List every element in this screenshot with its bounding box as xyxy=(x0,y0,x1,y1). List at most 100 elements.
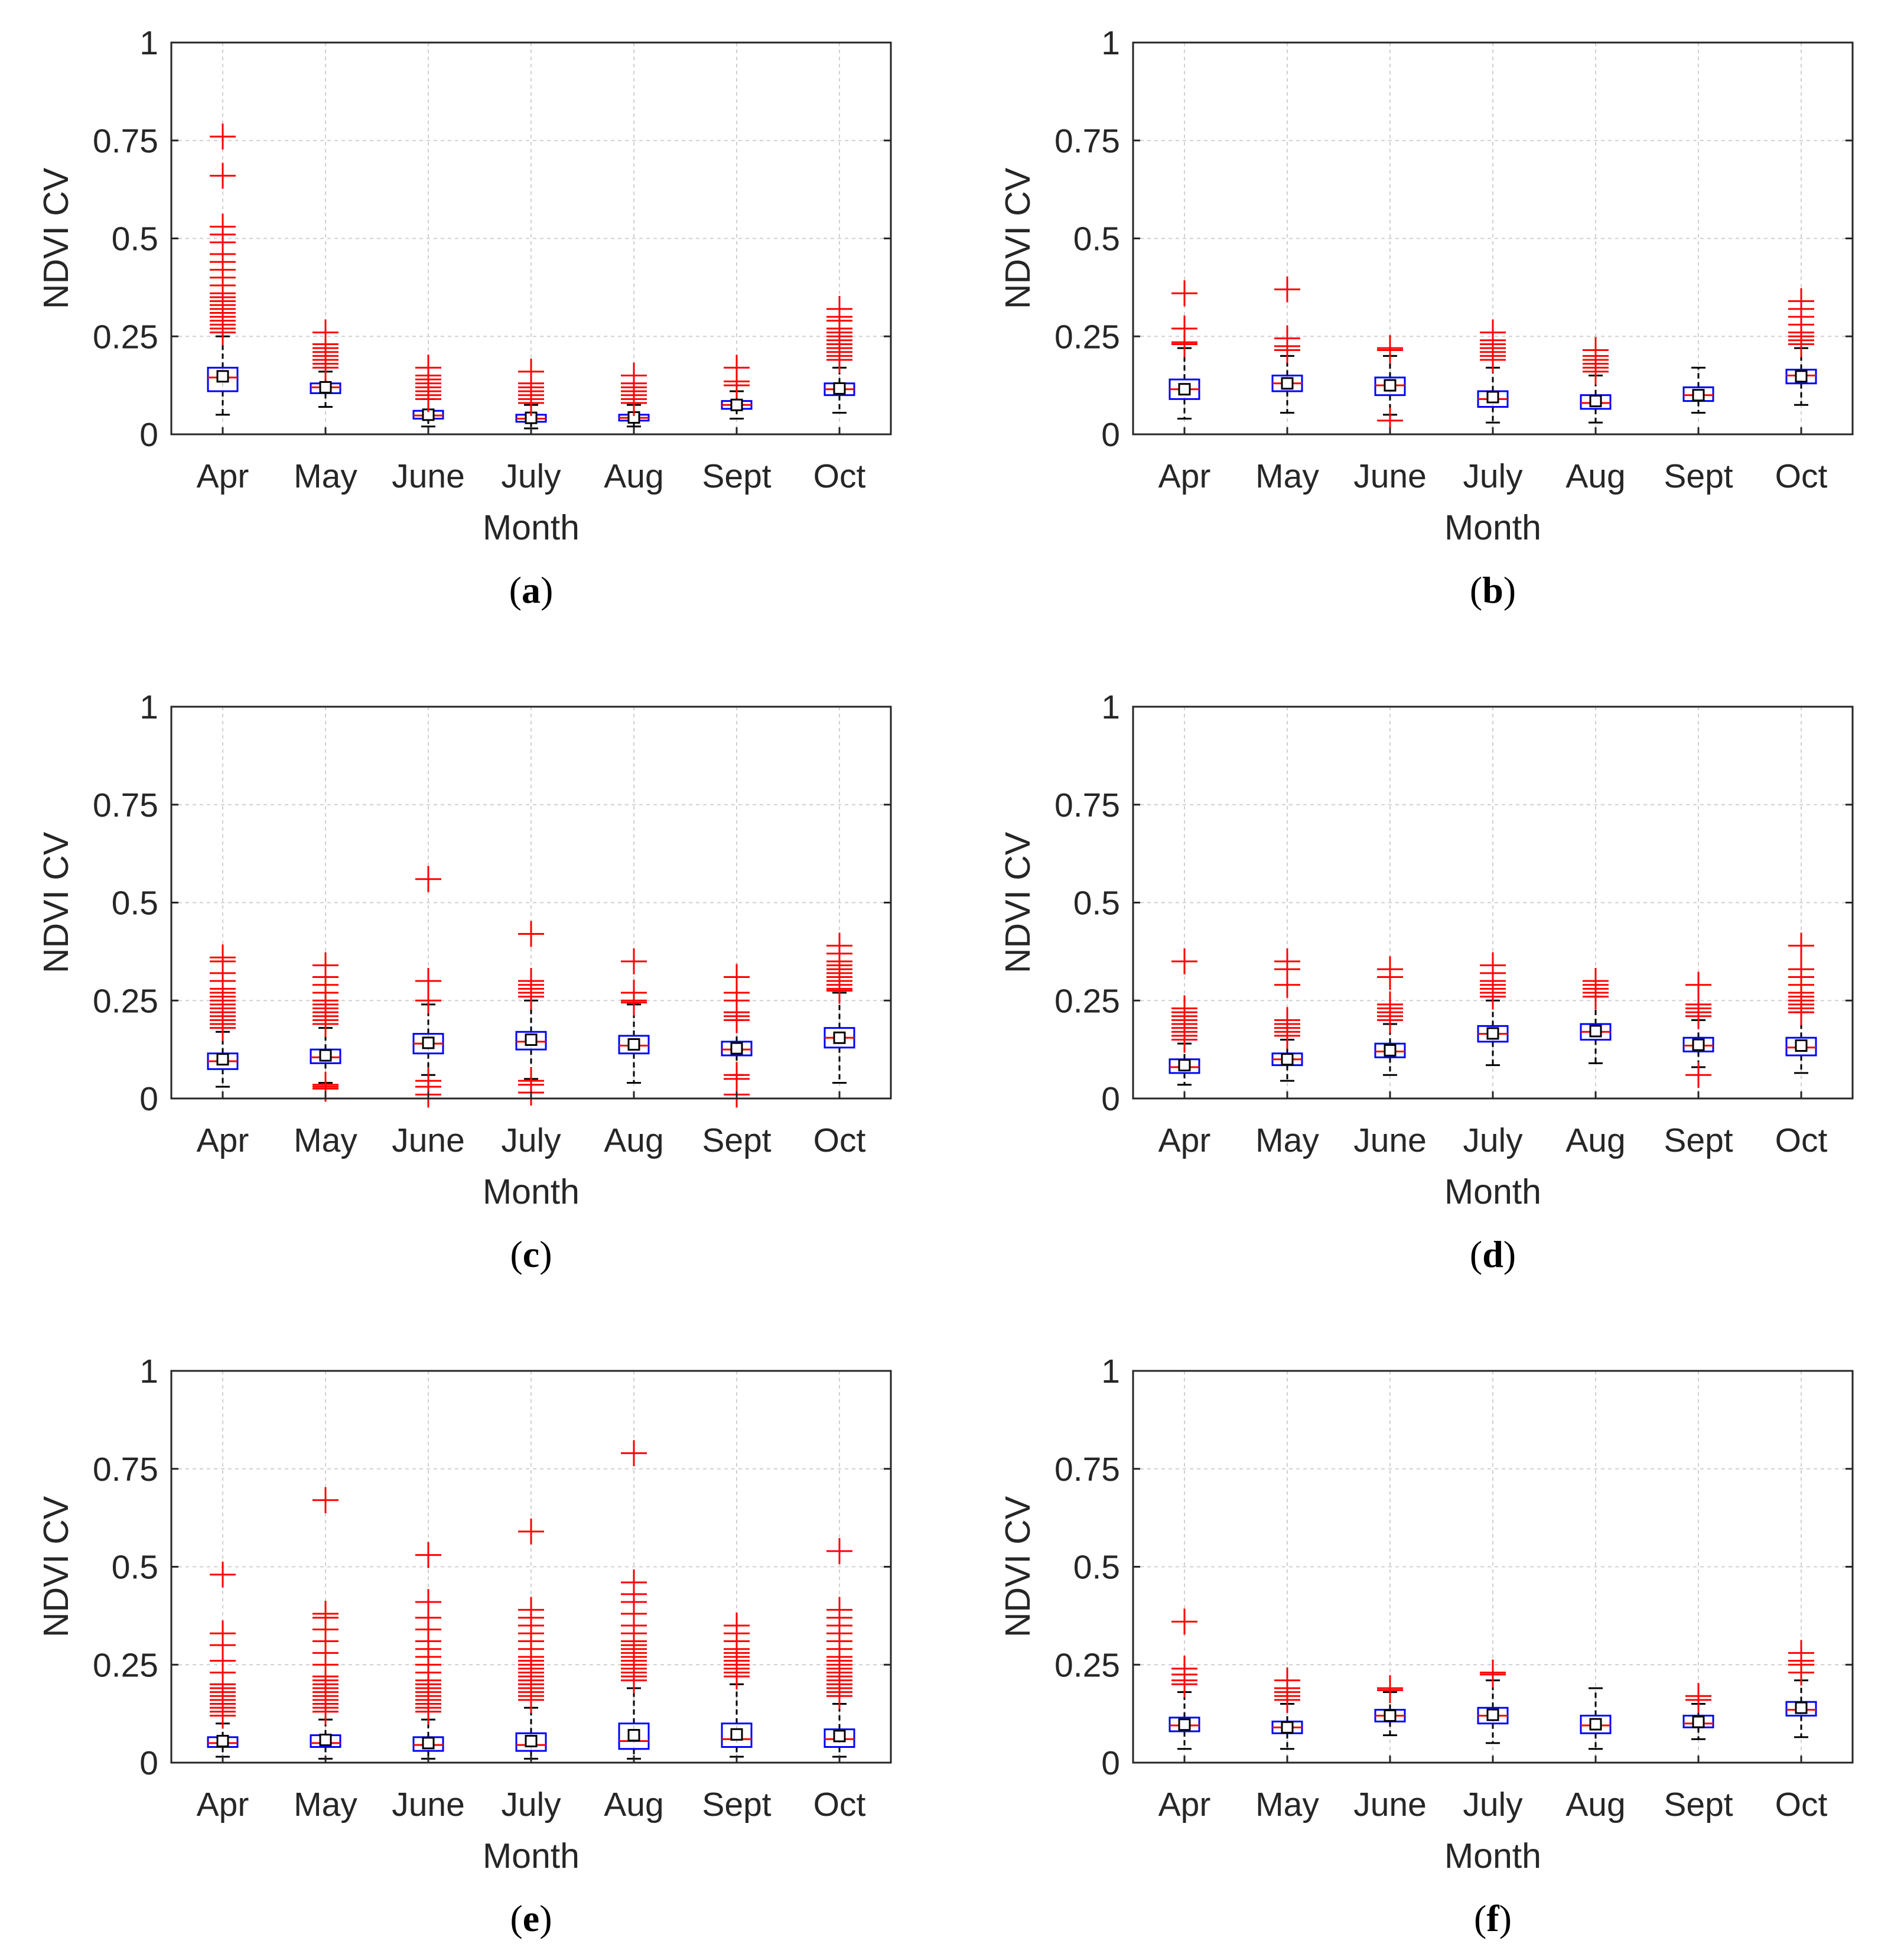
box-july xyxy=(515,921,547,1106)
y-tick-label: 0.5 xyxy=(112,220,158,258)
x-tick-label: Sept xyxy=(702,457,771,495)
x-tick-label: June xyxy=(1353,457,1427,495)
y-tick-label: 0 xyxy=(1101,416,1120,454)
mean-marker xyxy=(1281,377,1294,390)
y-tick-label: 0.75 xyxy=(1054,122,1120,160)
outlier-marker xyxy=(210,319,236,346)
y-tick-label: 0 xyxy=(1101,1744,1120,1782)
mean-marker xyxy=(216,1735,229,1748)
mean-marker xyxy=(1486,1708,1499,1721)
mean-marker xyxy=(833,382,846,395)
mean-marker xyxy=(319,1734,332,1747)
outlier-marker xyxy=(518,983,544,1010)
x-tick-label: Aug xyxy=(604,1786,663,1824)
outlier-marker xyxy=(313,1011,339,1038)
mean-marker xyxy=(1589,1718,1602,1731)
y-tick-label: 0.25 xyxy=(93,318,158,356)
x-tick-label: Aug xyxy=(604,457,663,495)
mean-marker xyxy=(1486,391,1499,404)
x-tick-label: July xyxy=(1463,1122,1523,1159)
x-axis-title: Month xyxy=(1444,508,1541,547)
y-tick-label: 0 xyxy=(139,416,158,454)
outlier-marker xyxy=(826,977,852,1004)
box-sept xyxy=(721,964,753,1108)
panel-label: (b) xyxy=(1470,569,1516,611)
box-body xyxy=(721,1722,753,1748)
outlier-marker xyxy=(724,372,750,399)
outlier-marker xyxy=(1377,1677,1403,1704)
x-axis-title: Month xyxy=(1444,1172,1541,1211)
outlier-marker xyxy=(1377,1007,1403,1033)
x-tick-label: Oct xyxy=(1775,1122,1828,1159)
box-may xyxy=(1271,1667,1303,1750)
y-axis-title: NDVI CV xyxy=(37,831,76,973)
outlier-marker xyxy=(1274,971,1300,998)
box-sept xyxy=(1682,366,1714,414)
x-axis-title: Month xyxy=(483,1172,580,1211)
outlier-marker xyxy=(1377,964,1403,990)
outlier-marker xyxy=(1583,983,1609,1010)
outlier-marker xyxy=(621,989,647,1016)
outlier-marker xyxy=(313,1487,339,1513)
outlier-marker xyxy=(415,987,441,1014)
x-tick-label: Sept xyxy=(1664,1786,1733,1824)
box-body xyxy=(515,1031,547,1051)
box-body xyxy=(618,1035,650,1055)
mean-marker xyxy=(1795,370,1808,383)
x-tick-label: Aug xyxy=(1565,457,1625,495)
y-tick-label: 0.25 xyxy=(1054,1646,1120,1684)
box-oct xyxy=(1785,288,1817,406)
x-axis-title: Month xyxy=(1444,1837,1541,1876)
y-tick-label: 0.75 xyxy=(93,122,158,160)
box-may xyxy=(310,1487,341,1760)
outlier-marker xyxy=(1583,358,1609,385)
mean-marker xyxy=(1384,1044,1397,1057)
outlier-marker xyxy=(1274,1022,1300,1049)
x-tick-label: July xyxy=(1463,457,1523,495)
y-tick-label: 0.25 xyxy=(93,1646,158,1684)
box-oct xyxy=(824,932,855,1084)
box-apr xyxy=(207,944,239,1088)
y-tick-label: 0 xyxy=(139,1080,158,1118)
x-tick-label: June xyxy=(392,457,465,495)
box-body xyxy=(1580,1714,1612,1734)
mean-marker xyxy=(627,1729,640,1742)
x-tick-label: May xyxy=(1255,1786,1319,1824)
mean-marker xyxy=(1795,1701,1808,1714)
outlier-marker xyxy=(826,1683,852,1709)
box-apr xyxy=(1169,948,1200,1086)
mean-marker xyxy=(833,1031,846,1044)
x-tick-label: July xyxy=(1463,1786,1523,1824)
y-axis-title: NDVI CV xyxy=(37,1496,76,1637)
y-tick-label: 1 xyxy=(1101,24,1120,62)
box-june xyxy=(1374,335,1406,434)
y-tick-label: 1 xyxy=(139,24,158,62)
x-tick-label: May xyxy=(294,457,357,495)
box-june xyxy=(1374,956,1406,1076)
y-tick-label: 0.25 xyxy=(1054,318,1120,356)
outlier-marker xyxy=(415,1542,441,1568)
panel-label: (a) xyxy=(509,569,554,611)
outlier-marker xyxy=(415,1698,441,1725)
box-apr xyxy=(1169,280,1200,420)
outlier-marker xyxy=(313,355,339,381)
x-tick-label: Oct xyxy=(813,1122,866,1159)
box-june xyxy=(412,1542,444,1760)
box-apr xyxy=(1169,1608,1200,1750)
y-tick-label: 0 xyxy=(139,1744,158,1782)
y-tick-label: 0.25 xyxy=(1054,982,1120,1020)
y-tick-label: 0.25 xyxy=(93,982,158,1020)
panel-d: 0 0.25 0.5 0.75 1 Apr May June July Aug Sept Oct Mon… xyxy=(998,688,1854,1275)
outlier-marker xyxy=(1274,276,1300,303)
mean-marker xyxy=(319,1049,332,1062)
outlier-marker xyxy=(1171,1026,1197,1053)
mean-marker xyxy=(525,1033,538,1046)
box-body xyxy=(1169,1717,1200,1733)
outlier-marker xyxy=(1274,337,1300,363)
mean-marker xyxy=(422,1036,435,1049)
mean-marker xyxy=(1486,1027,1499,1040)
x-tick-label: May xyxy=(1255,1122,1319,1159)
outlier-marker xyxy=(826,347,852,373)
x-tick-label: Apr xyxy=(197,1122,249,1159)
